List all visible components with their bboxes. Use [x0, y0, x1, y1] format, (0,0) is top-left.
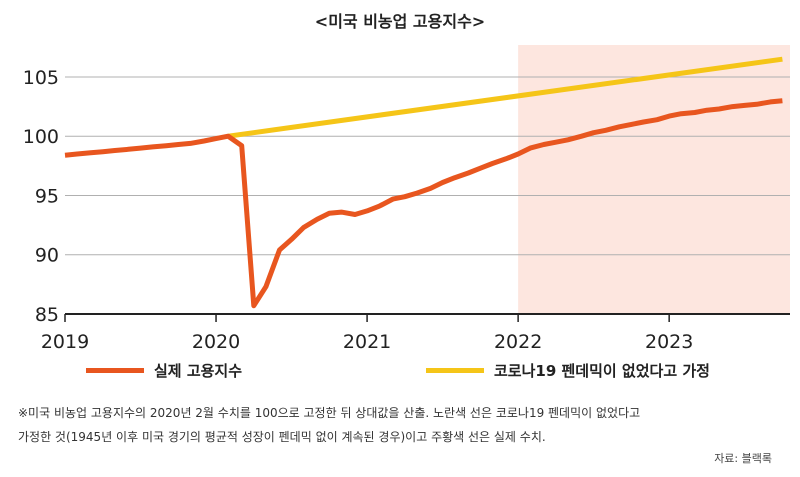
- chart-title: <미국 비농업 고용지수>: [314, 12, 486, 31]
- chart: 85 90 95 100 105 2019 2020 2021 2022 2023: [23, 45, 790, 353]
- legend-swatch-actual: [86, 368, 144, 373]
- y-tick-label: 90: [35, 245, 59, 267]
- footnote-line-1: ※미국 비농업 고용지수의 2020년 2월 수치를 100으로 고정한 뒤 상…: [18, 406, 641, 420]
- series-line-counterfactual: [227, 56, 783, 139]
- series-line-actual: [64, 98, 783, 309]
- legend-counterfactual: 코로나19 펜데믹이 없었다고 가정: [426, 360, 710, 381]
- source: 자료: 블랙록: [714, 452, 772, 465]
- legend-actual: 실제 고용지수: [86, 360, 242, 381]
- x-tick-label: 2019: [41, 331, 89, 353]
- legend-label-counterfactual: 코로나19 펜데믹이 없었다고 가정: [494, 362, 710, 380]
- y-tick-label: 85: [35, 304, 59, 326]
- y-tick-label: 105: [23, 67, 59, 89]
- forecast-shade: [518, 45, 790, 314]
- legend-label-actual: 실제 고용지수: [154, 362, 243, 380]
- y-tick-label: 100: [23, 126, 59, 148]
- x-tick-label: 2023: [645, 331, 693, 353]
- footnote-line-2: 가정한 것(1945년 이후 미국 경기의 평균적 성장이 펜데믹 없이 계속된…: [18, 430, 546, 444]
- legend-swatch-counterfactual: [426, 368, 484, 373]
- x-tick-label: 2022: [494, 331, 542, 353]
- x-tick-label: 2021: [343, 331, 391, 353]
- y-tick-label: 95: [35, 185, 59, 207]
- x-tick-label: 2020: [192, 331, 240, 353]
